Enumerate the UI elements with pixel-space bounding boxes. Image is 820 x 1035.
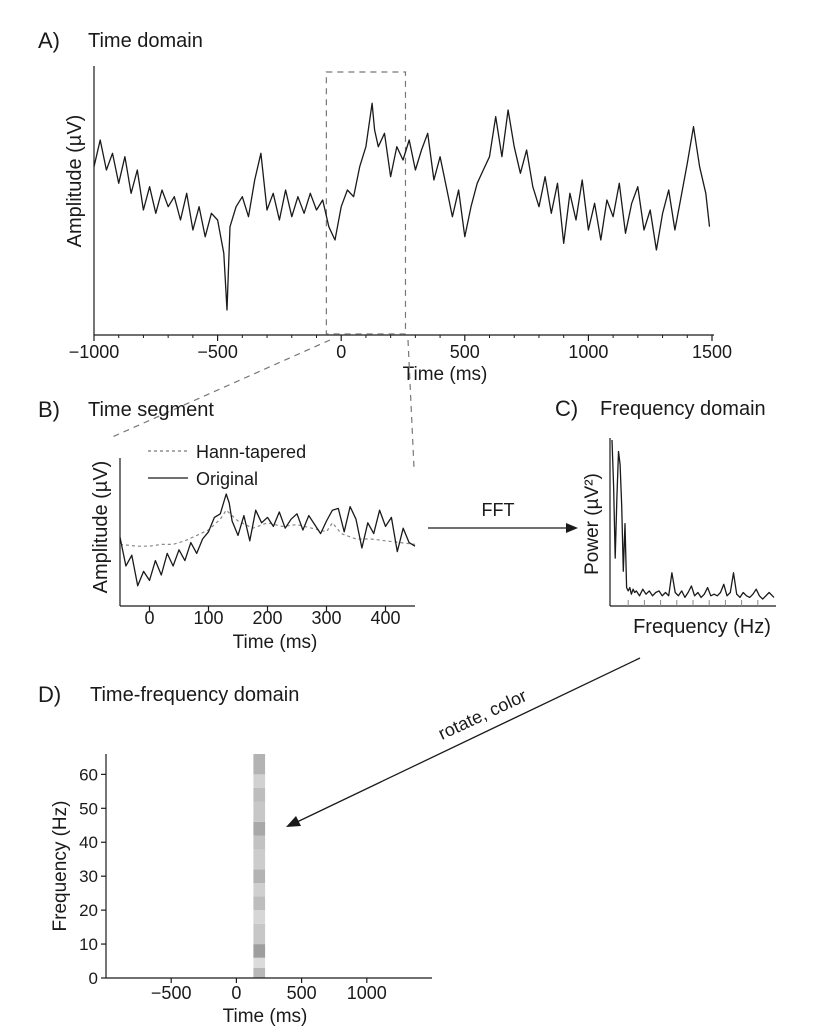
x-tick-label: 0: [231, 983, 241, 1003]
heat-cell: [253, 869, 266, 883]
x-tick-label: 500: [450, 342, 480, 362]
heat-cell: [253, 910, 266, 924]
heat-cell: [253, 957, 266, 968]
x-tick-label: 0: [144, 608, 154, 628]
heat-cell: [253, 883, 266, 897]
panel-a-xlabel: Time (ms): [403, 364, 488, 385]
x-tick-label: −1000: [69, 342, 120, 362]
panel-c-spectrum-line: [611, 439, 775, 600]
x-tick-label: 100: [193, 608, 223, 628]
rotate-arrow: rotate, color: [286, 657, 641, 827]
panel-d-xlabel: Time (ms): [223, 1006, 308, 1027]
heat-cell: [253, 967, 266, 978]
panel-c: C) Frequency domain Frequency (Hz) Power…: [555, 396, 776, 638]
panel-d-ylabel: Frequency (Hz): [50, 801, 71, 932]
panel-a-letter: A): [38, 28, 60, 53]
x-tick-label: 200: [252, 608, 282, 628]
panel-b-title: Time segment: [88, 399, 214, 421]
x-tick-label: 500: [287, 983, 317, 1003]
zoom-connector-left: [109, 339, 331, 439]
heat-cell: [253, 754, 266, 775]
heat-cell: [253, 896, 266, 911]
panel-c-title: Frequency domain: [600, 398, 766, 420]
panel-d-title: Time-frequency domain: [90, 684, 299, 706]
panel-b: B) Time segment 0 100 200 300 400 Hann-taper…: [38, 397, 416, 653]
rotate-label: rotate, color: [435, 685, 530, 743]
panel-b-tapered-line: [119, 509, 416, 547]
panel-c-x-ticks: [627, 600, 759, 606]
panel-d-x-ticks: −500 0 500 1000: [151, 978, 387, 1003]
panel-c-xlabel: Frequency (Hz): [633, 616, 771, 638]
x-tick-label: 1000: [568, 342, 608, 362]
heat-cell: [253, 944, 266, 958]
panel-a-x-ticks: −1000 −500 0 500 1000 1500: [69, 335, 732, 362]
zoom-connector-right: [407, 339, 415, 469]
panel-a-ylabel: Amplitude (µV): [64, 115, 86, 248]
panel-c-letter: C): [555, 396, 578, 421]
panel-a-title: Time domain: [88, 30, 203, 52]
y-tick-label: 50: [79, 799, 98, 818]
panel-b-legend: Hann-tapered Original: [148, 442, 306, 489]
panel-b-xlabel: Time (ms): [233, 632, 318, 653]
y-tick-label: 60: [79, 765, 98, 784]
y-tick-label: 10: [79, 935, 98, 954]
legend-label-tapered: Hann-tapered: [196, 442, 306, 462]
panel-d-heat-band: [253, 754, 266, 978]
y-tick-label: 40: [79, 833, 98, 852]
x-tick-label: 300: [311, 608, 341, 628]
panel-d-letter: D): [38, 682, 61, 707]
panel-b-ylabel: Amplitude (µV): [90, 461, 112, 594]
x-tick-label: 400: [370, 608, 400, 628]
heat-cell: [253, 821, 266, 836]
x-tick-label: 1000: [347, 983, 387, 1003]
fft-arrow: FFT: [428, 500, 578, 533]
x-tick-label: −500: [151, 983, 192, 1003]
panel-d-y-ticks: 0 10 20 30 40 50 60: [79, 765, 106, 988]
panel-b-x-ticks: 0 100 200 300 400: [144, 606, 401, 628]
y-tick-label: 0: [89, 969, 98, 988]
rotate-arrowhead: [286, 816, 301, 827]
panel-d: D) Time-frequency domain −500 0 500 1000 0 1…: [38, 682, 432, 1027]
heat-cell: [253, 849, 266, 870]
legend-label-original: Original: [196, 469, 258, 489]
heat-cell: [253, 787, 266, 802]
panel-b-original-line: [119, 493, 416, 587]
heat-cell: [253, 835, 266, 850]
fft-arrowhead: [566, 523, 578, 533]
y-tick-label: 30: [79, 867, 98, 886]
panel-a-signal-line: [93, 102, 711, 311]
x-tick-label: −500: [197, 342, 238, 362]
panel-a-selection-box: [325, 71, 407, 335]
panel-b-letter: B): [38, 397, 60, 422]
rotate-arrow-line: [296, 657, 641, 823]
panel-c-ylabel: Power (µV²): [582, 473, 603, 575]
heat-cell: [253, 801, 266, 822]
y-tick-label: 20: [79, 901, 98, 920]
heat-cell: [253, 923, 266, 945]
x-tick-label: 1500: [692, 342, 732, 362]
heat-cell: [253, 774, 266, 788]
panel-a: A) Time domain −1000 −500 0 500 1000 1500 Tim…: [38, 28, 732, 385]
fft-label: FFT: [482, 500, 515, 520]
x-tick-label: 0: [336, 342, 346, 362]
